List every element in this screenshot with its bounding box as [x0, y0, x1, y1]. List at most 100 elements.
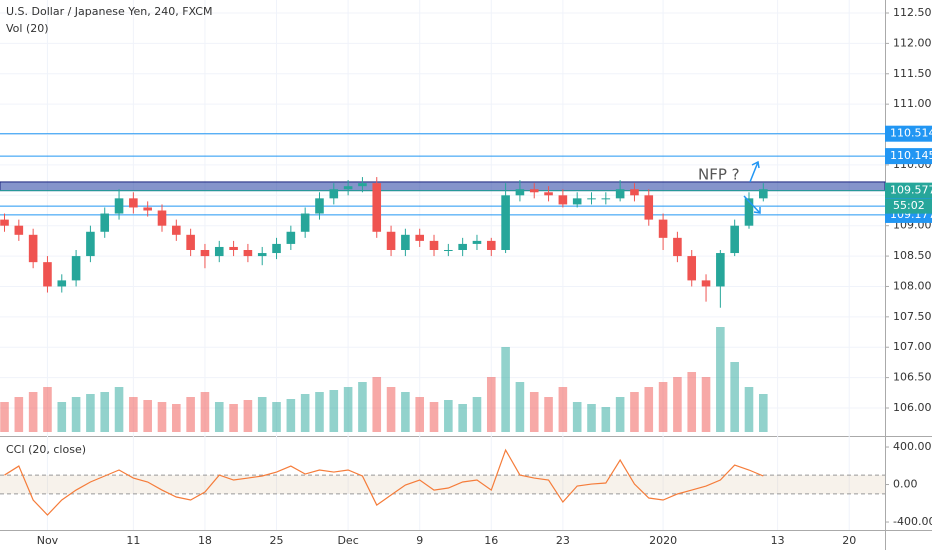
candle-body [186, 234, 195, 250]
x-tick-label: 2020 [649, 534, 677, 547]
volume-bar [300, 394, 310, 432]
candle-body [315, 198, 324, 214]
level-label-box [885, 148, 932, 165]
candle-body [200, 249, 210, 257]
plot [0, 0, 886, 530]
x-tick-label: 25 [270, 534, 284, 547]
candle-body [644, 195, 654, 220]
volume-bar [486, 377, 496, 432]
candle-body [515, 189, 525, 196]
candle-body [601, 198, 611, 200]
volume-bar [658, 382, 668, 432]
candle-body [129, 198, 138, 208]
volume-bar [744, 387, 754, 432]
annotation: NFP ? [698, 166, 740, 184]
zone [0, 181, 886, 192]
volume-bar [71, 397, 81, 432]
candle-body [658, 219, 668, 238]
volume-bar [343, 387, 353, 432]
candle-body [472, 240, 482, 244]
volume-bar [472, 397, 482, 432]
countdown-box [885, 198, 932, 214]
candle-body [57, 280, 67, 287]
volume-bar [587, 404, 596, 432]
volume-bar [558, 387, 568, 432]
candle-body [286, 231, 296, 244]
candle-body [587, 198, 596, 200]
volume-bar [172, 404, 181, 432]
volume-bar [272, 402, 281, 432]
candle-body [744, 198, 754, 226]
candle-body [114, 198, 124, 214]
volume-bar [415, 397, 424, 432]
candle-body [716, 253, 725, 287]
candle-body [0, 219, 9, 226]
volume-bar [458, 404, 467, 432]
volume-bar [57, 402, 67, 432]
volume-bar [214, 402, 224, 432]
volume-bar [14, 397, 24, 432]
volume-bar [601, 407, 611, 432]
volume-bar [615, 397, 625, 432]
volume-bar [143, 400, 152, 432]
volume-bar [572, 402, 582, 432]
candle-body [401, 234, 410, 250]
volume-bar [129, 397, 138, 432]
volume-bar [186, 397, 195, 432]
candle-body [300, 213, 310, 232]
volume-bar [644, 387, 654, 432]
volume-bar [386, 387, 396, 432]
candle-body [214, 246, 224, 257]
volume-bar [0, 402, 9, 432]
drawing-arrows [743, 160, 761, 214]
x-tick-label: 11 [126, 534, 140, 547]
level-label-box [885, 125, 932, 142]
candle-body [630, 189, 639, 196]
volume-bar [687, 372, 697, 432]
y-tick-label: 108.500 [893, 249, 932, 262]
countdown: 55:02 [893, 199, 925, 212]
candle-body [14, 225, 24, 235]
volume-bar [429, 402, 439, 432]
volume-bar [200, 392, 210, 432]
volume-bar [329, 390, 339, 432]
candle-body [458, 243, 467, 250]
candle-body [372, 183, 382, 232]
candle-body [86, 231, 95, 257]
volume-bar [229, 404, 238, 432]
candle-body [343, 186, 353, 190]
volume-bar [515, 382, 525, 432]
volume-bar [673, 377, 682, 432]
candle-body [529, 189, 539, 193]
volume-bar [401, 392, 410, 432]
volume-bar [716, 327, 725, 432]
candle-body [272, 243, 281, 254]
candle-body [257, 253, 267, 257]
candle-body [759, 189, 768, 199]
volume-bar [701, 377, 711, 432]
candle-body [329, 189, 339, 199]
cci-legend: CCI (20, close) [6, 443, 86, 456]
volume-bar [100, 392, 110, 432]
x-tick-label: 13 [771, 534, 785, 547]
volume-bar [43, 387, 52, 432]
candle-body [43, 262, 52, 287]
y-tick-label: 112.500 [893, 6, 932, 19]
x-tick-label: Dec [337, 534, 358, 547]
volume-bar [315, 392, 324, 432]
candle-body [687, 256, 697, 281]
candle-body [28, 234, 38, 263]
chart-title: U.S. Dollar / Japanese Yen, 240, FXCM [6, 5, 212, 18]
y-tick-label: 111.000 [893, 97, 932, 110]
candle-body [358, 183, 367, 187]
candle-body [572, 198, 582, 205]
candle-body [730, 225, 739, 254]
volume-bar [372, 377, 382, 432]
x-tick-label: 20 [842, 534, 856, 547]
candle-body [544, 192, 553, 196]
x-tick-label: 9 [416, 534, 423, 547]
level-label-box [885, 182, 932, 199]
candle-body [486, 240, 496, 250]
